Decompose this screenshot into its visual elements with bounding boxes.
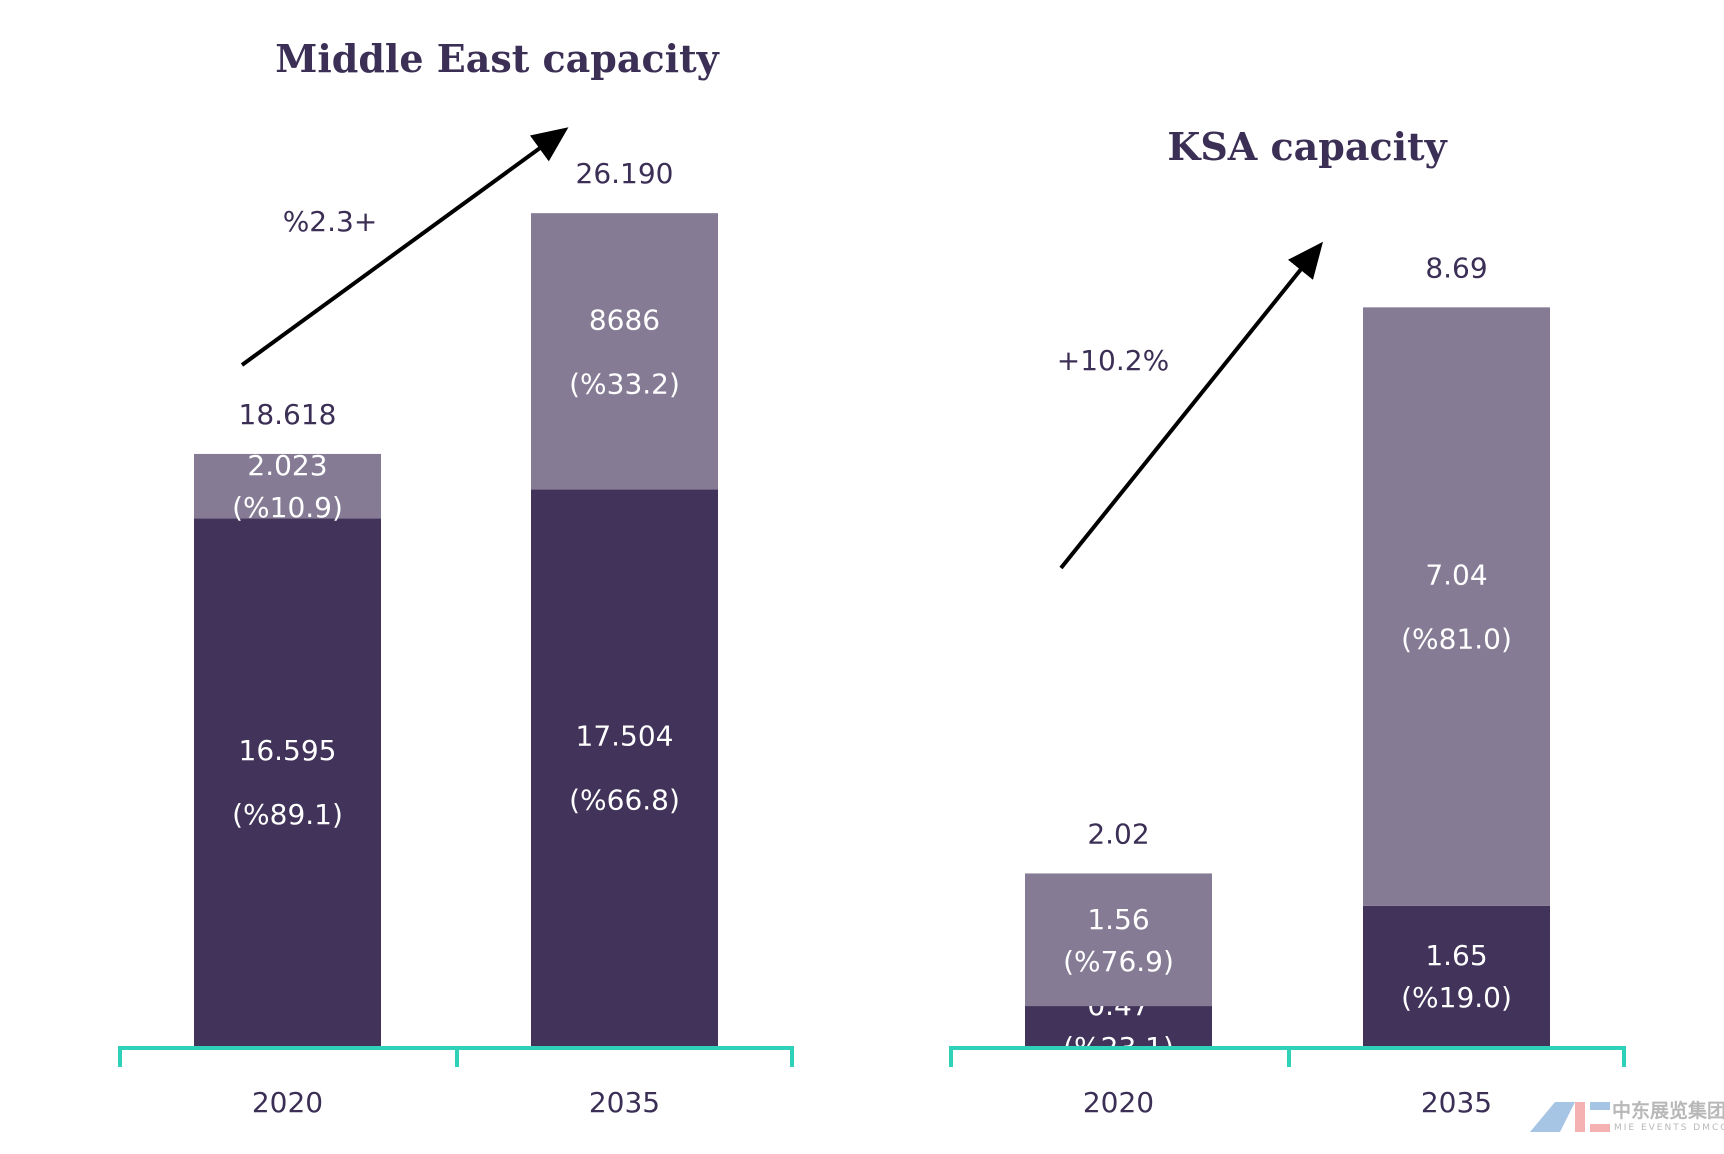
watermark-en: MIE EVENTS DMCC — [1614, 1123, 1724, 1133]
category-label: 2020 — [1083, 1086, 1154, 1119]
segment-value-label: 1.56 — [1087, 903, 1149, 936]
bar-segment — [531, 213, 718, 490]
chart-title: Middle East capacity — [275, 36, 719, 81]
total-label: 26.190 — [576, 157, 674, 190]
segment-value-label: 16.595 — [239, 734, 337, 767]
total-label: 18.618 — [239, 398, 337, 431]
category-label: 2035 — [589, 1086, 660, 1119]
segment-percent-label: (%19.0) — [1401, 981, 1512, 1014]
segment-value-label: 7.04 — [1425, 559, 1487, 592]
growth-arrow — [1059, 241, 1324, 570]
segment-percent-label: (%10.9) — [232, 491, 343, 524]
watermark: 中东展览集团 MIE EVENTS DMCC — [1530, 1099, 1724, 1133]
category-label: 2020 — [252, 1086, 323, 1119]
segment-value-label: 1.65 — [1425, 939, 1487, 972]
category-label: 2035 — [1421, 1086, 1492, 1119]
bar-segment — [531, 489, 718, 1046]
growth-label: %2.3+ — [283, 205, 378, 238]
watermark-cn: 中东展览集团 — [1612, 1099, 1724, 1122]
bar-segment — [194, 453, 381, 519]
watermark-logo — [1530, 1102, 1575, 1132]
total-label: 8.69 — [1425, 251, 1487, 284]
segment-value-label: 8686 — [589, 303, 660, 336]
chart-title: KSA capacity — [1167, 124, 1447, 169]
segment-value-label: 2.023 — [247, 449, 327, 482]
segment-percent-label: (%81.0) — [1401, 623, 1512, 656]
segment-percent-label: (%33.2) — [569, 367, 680, 400]
segment-percent-label: (%89.1) — [232, 798, 343, 831]
bar-segment — [1363, 307, 1550, 906]
bar-segment — [194, 518, 381, 1046]
segment-value-label: 17.504 — [576, 720, 674, 753]
total-label: 2.02 — [1087, 817, 1149, 850]
bar-segment — [1025, 873, 1212, 1007]
growth-arrow — [240, 127, 569, 367]
bar-segment — [1363, 905, 1550, 1046]
segment-percent-label: (%76.9) — [1063, 945, 1174, 978]
growth-label: +10.2% — [1057, 344, 1169, 377]
segment-percent-label: (%66.8) — [569, 784, 680, 817]
bar-segment — [1025, 1006, 1212, 1046]
